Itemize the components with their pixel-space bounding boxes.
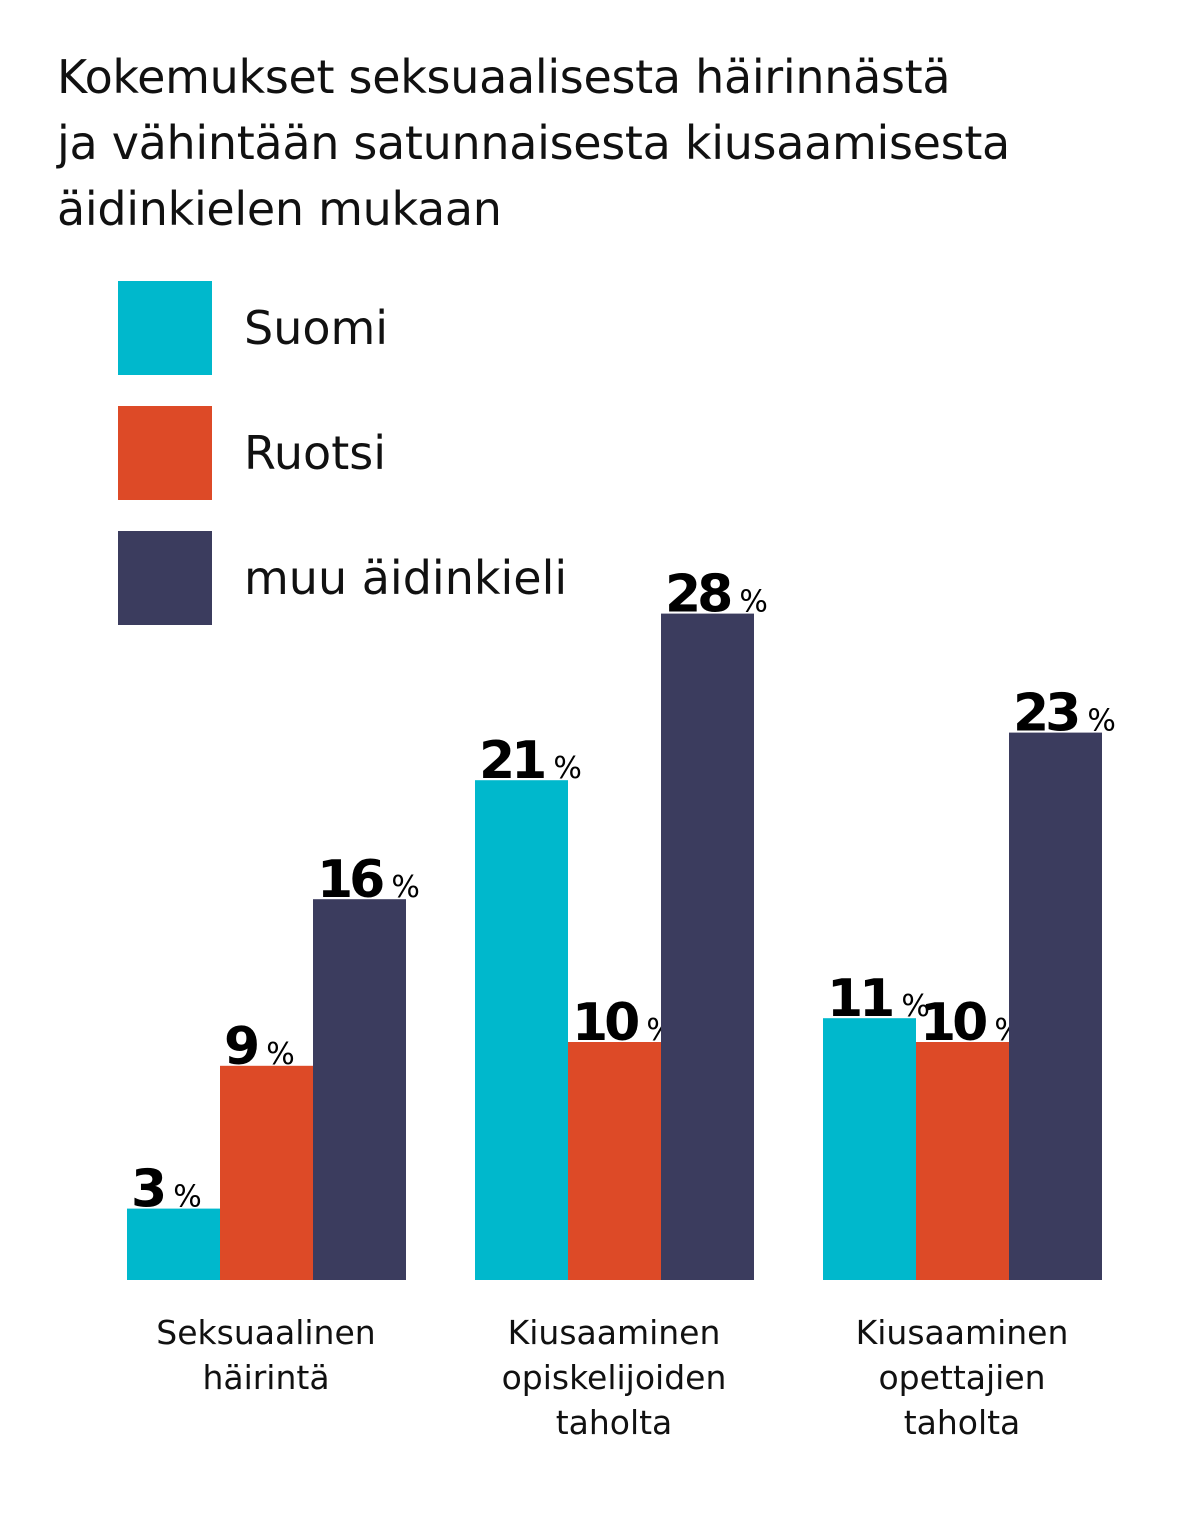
- data-label-kiusaaminen-opiskelijoiden-muu-aidinkieli: 28%: [665, 565, 768, 625]
- data-label-value: 10: [920, 993, 986, 1053]
- data-label-value: 23: [1013, 684, 1078, 744]
- category-label-seksuaalinen-hairinta: Seksuaalinen häirintä: [116, 1310, 416, 1400]
- category-label-line: Kiusaaminen: [507, 1313, 721, 1352]
- category-label-line: Kiusaaminen: [855, 1313, 1069, 1352]
- category-label-line: taholta: [555, 1403, 673, 1442]
- data-label-value: 21: [479, 731, 544, 791]
- data-label-seksuaalinen-hairinta-suomi: 3%: [131, 1160, 202, 1220]
- data-label-value: 28: [665, 565, 730, 625]
- data-label-kiusaaminen-opiskelijoiden-suomi: 21%: [479, 731, 582, 791]
- bar-seksuaalinen-hairinta-suomi: [127, 1208, 220, 1280]
- data-label-unit: %: [266, 1037, 295, 1072]
- data-label-kiusaaminen-opettajien-muu-aidinkieli: 23%: [1013, 684, 1116, 744]
- data-label-kiusaaminen-opettajien-ruotsi: 10%: [920, 993, 1023, 1053]
- bar-kiusaaminen-opiskelijoiden-muu-aidinkieli: [661, 613, 754, 1280]
- data-label-value: 16: [317, 850, 383, 910]
- data-label-kiusaaminen-opiskelijoiden-ruotsi: 10%: [572, 993, 675, 1053]
- category-label-line: opettajien: [878, 1358, 1046, 1397]
- chart-title-line-2: ja vähintään satunnaisesta kiusaamisesta: [57, 116, 1010, 170]
- bar-kiusaaminen-opiskelijoiden-ruotsi: [568, 1042, 661, 1280]
- data-label-value: 10: [572, 993, 638, 1053]
- data-label-value: 3: [131, 1160, 164, 1220]
- data-label-kiusaaminen-opettajien-suomi: 11%: [827, 969, 930, 1029]
- legend-item-suomi: Suomi: [118, 281, 388, 375]
- bar-kiusaaminen-opettajien-ruotsi: [916, 1042, 1009, 1280]
- data-label-unit: %: [1087, 704, 1116, 739]
- legend-label-suomi: Suomi: [244, 301, 389, 355]
- category-label-kiusaaminen-opiskelijoiden: Kiusaaminen opiskelijoiden taholta: [464, 1310, 764, 1445]
- category-label-line: Seksuaalinen: [156, 1313, 376, 1352]
- legend-swatch-ruotsi: [118, 406, 212, 500]
- chart-title-line-3: äidinkielen mukaan: [57, 182, 502, 236]
- legend-item-muu-aidinkieli: muu äidinkieli: [118, 531, 567, 625]
- bar-seksuaalinen-hairinta-ruotsi: [220, 1065, 313, 1280]
- data-label-unit: %: [173, 1180, 202, 1215]
- bar-kiusaaminen-opettajien-suomi: [823, 1018, 916, 1280]
- bar-kiusaaminen-opiskelijoiden-suomi: [475, 780, 568, 1280]
- data-label-seksuaalinen-hairinta-muu-aidinkieli: 16%: [317, 850, 420, 910]
- data-label-seksuaalinen-hairinta-ruotsi: 9%: [224, 1017, 295, 1077]
- data-label-unit: %: [391, 870, 420, 905]
- bar-kiusaaminen-opettajien-muu-aidinkieli: [1009, 732, 1102, 1280]
- legend-item-ruotsi: Ruotsi: [118, 406, 386, 500]
- data-label-unit: %: [901, 989, 930, 1024]
- legend-swatch-suomi: [118, 281, 212, 375]
- category-label-line: opiskelijoiden: [501, 1358, 727, 1397]
- chart-title: Kokemukset seksuaalisesta häirinnästä ja…: [57, 44, 1157, 242]
- data-label-unit: %: [739, 585, 768, 620]
- category-label-line: häirintä: [202, 1358, 330, 1397]
- data-label-unit: %: [553, 751, 582, 786]
- category-label-kiusaaminen-opettajien: Kiusaaminen opettajien taholta: [812, 1310, 1112, 1445]
- data-label-value: 11: [827, 969, 892, 1029]
- legend-label-muu-aidinkieli: muu äidinkieli: [244, 551, 568, 605]
- chart-title-line-1: Kokemukset seksuaalisesta häirinnästä: [57, 50, 951, 104]
- category-label-line: taholta: [903, 1403, 1021, 1442]
- legend-swatch-muu-aidinkieli: [118, 531, 212, 625]
- data-label-value: 9: [224, 1017, 257, 1077]
- legend-label-ruotsi: Ruotsi: [244, 426, 386, 480]
- bar-seksuaalinen-hairinta-muu-aidinkieli: [313, 899, 406, 1280]
